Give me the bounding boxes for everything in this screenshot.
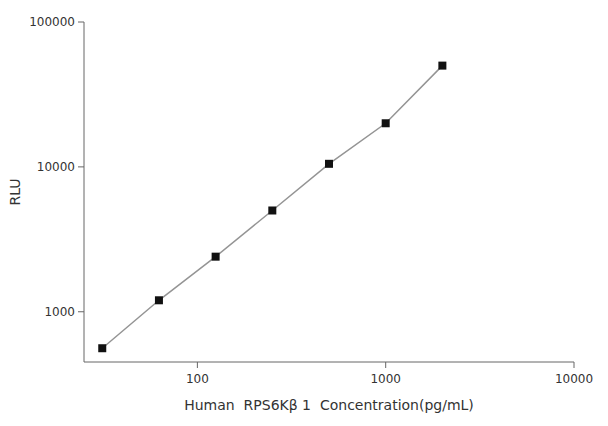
x-tick xyxy=(385,362,386,368)
x-tick-label: 1000 xyxy=(370,372,401,386)
y-tick-label: 10000 xyxy=(37,160,75,174)
y-axis-label: RLU xyxy=(7,178,23,205)
data-point xyxy=(325,160,333,168)
chart-container: 100 1000 10000 1000 10000 100000 Human RPS6Kβ … xyxy=(0,0,608,426)
y-tick xyxy=(78,311,84,312)
data-point xyxy=(438,62,446,70)
y-tick-label: 100000 xyxy=(29,15,75,29)
x-tick xyxy=(197,362,198,368)
data-point xyxy=(268,206,276,214)
data-point xyxy=(155,296,163,304)
data-point xyxy=(98,344,106,352)
x-tick-label: 100 xyxy=(186,372,209,386)
data-line xyxy=(102,66,442,349)
x-tick xyxy=(574,362,575,368)
data-point xyxy=(382,119,390,127)
y-axis-line xyxy=(84,22,85,362)
data-point xyxy=(212,253,220,261)
chart-svg: 100 1000 10000 1000 10000 100000 Human RPS6Kβ … xyxy=(0,0,608,426)
x-tick-label: 10000 xyxy=(555,372,593,386)
x-axis-line xyxy=(84,362,574,363)
y-tick xyxy=(78,22,84,23)
x-axis-label: Human RPS6Kβ 1 Concentration(pg/mL) xyxy=(184,397,474,413)
y-tick-label: 1000 xyxy=(44,305,75,319)
plot-area xyxy=(98,62,446,353)
y-tick xyxy=(78,166,84,167)
